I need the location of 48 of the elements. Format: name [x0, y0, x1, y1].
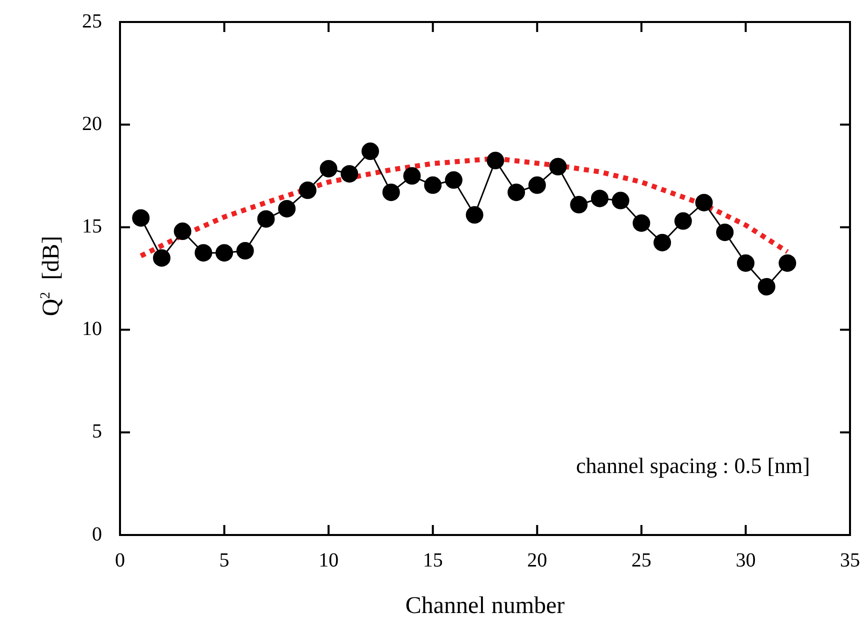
annotation: channel spacing : 0.5 [nm]	[576, 452, 810, 478]
point	[716, 224, 734, 242]
point	[695, 194, 713, 212]
point	[194, 244, 212, 262]
point	[758, 278, 776, 296]
y-tick-label: 15	[82, 215, 102, 238]
y-tick-label: 5	[92, 420, 102, 443]
x-tick-label: 35	[840, 549, 860, 572]
x-tick-label: 30	[736, 549, 756, 572]
point	[362, 142, 380, 160]
point	[216, 244, 234, 262]
point	[152, 249, 170, 267]
point	[236, 242, 254, 260]
point	[424, 176, 442, 194]
point	[466, 206, 484, 224]
point	[570, 196, 588, 214]
point	[549, 158, 567, 176]
point	[612, 192, 630, 210]
y-tick-label: 20	[82, 112, 102, 135]
x-tick-label: 25	[631, 549, 652, 572]
point	[654, 234, 672, 252]
point	[590, 190, 608, 208]
point	[257, 210, 275, 228]
point	[132, 209, 150, 227]
x-tick-label: 10	[318, 549, 339, 572]
point	[632, 214, 650, 232]
x-tick-label: 15	[422, 549, 443, 572]
y-tick-label: 0	[92, 523, 102, 546]
x-tick-label: 20	[527, 549, 548, 572]
point	[278, 200, 296, 218]
x-tick-label: 5	[219, 549, 230, 572]
point	[778, 254, 796, 272]
point	[174, 222, 192, 240]
point	[298, 182, 316, 200]
x-tick-label: 0	[115, 549, 125, 572]
point	[340, 165, 358, 183]
point	[382, 184, 400, 202]
y-tick-label: 10	[82, 318, 102, 340]
x-axis-title: Channel number	[405, 592, 565, 619]
y-tick-label: 25	[82, 10, 102, 32]
point	[528, 176, 546, 194]
point	[486, 152, 504, 170]
point	[444, 171, 462, 189]
point	[508, 184, 526, 202]
point	[320, 160, 338, 178]
point	[674, 212, 692, 230]
point	[403, 167, 421, 185]
point	[736, 254, 754, 272]
